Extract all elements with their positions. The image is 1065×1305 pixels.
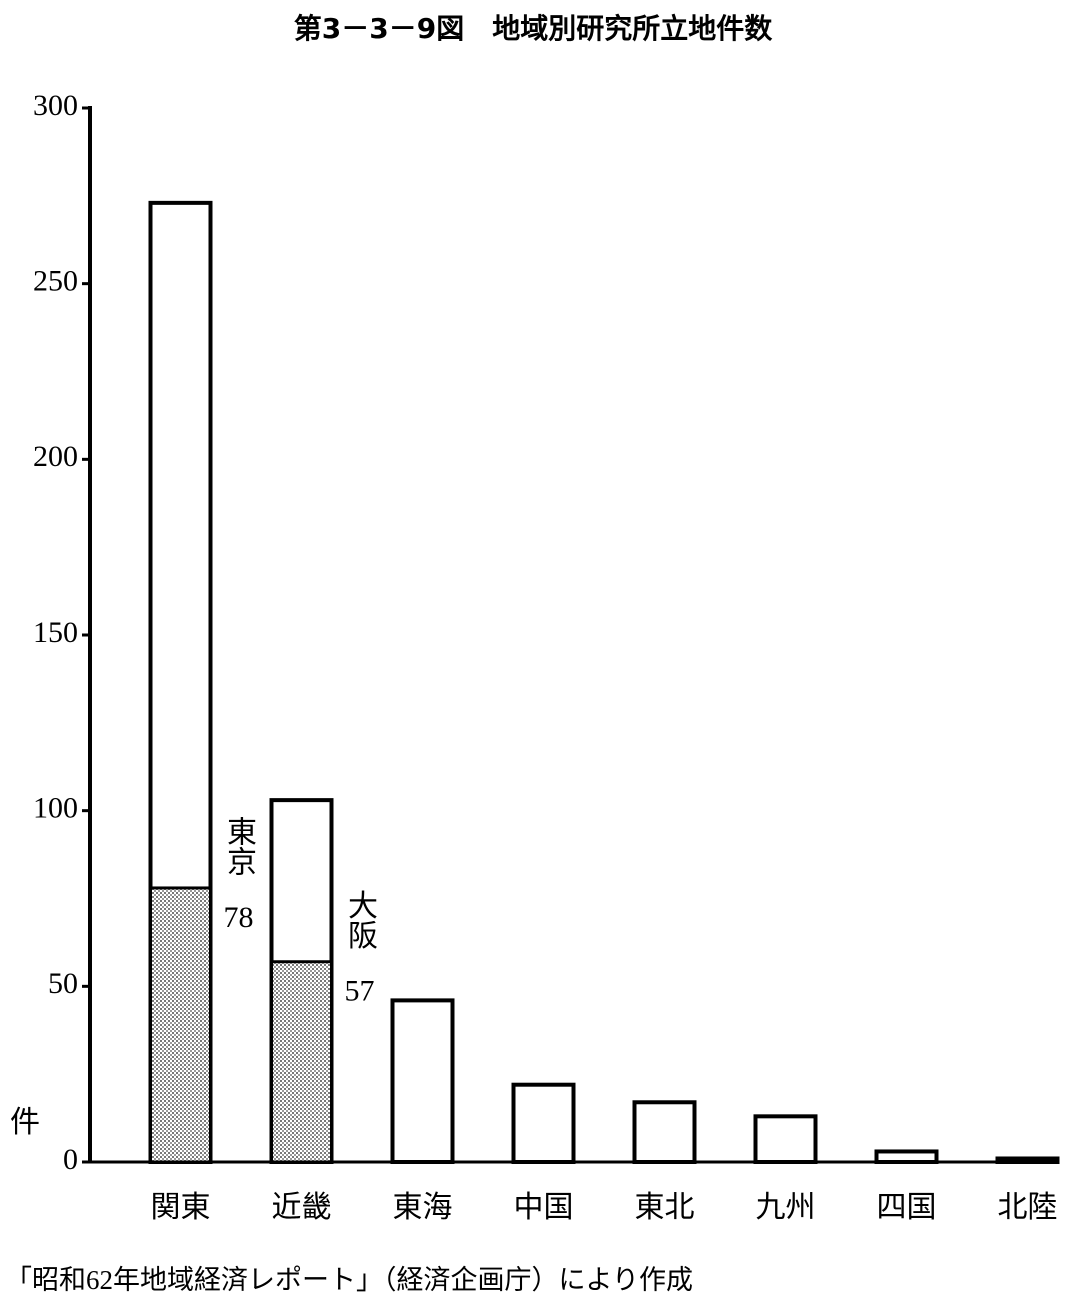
x-tick-label: 北陸 <box>998 1191 1058 1224</box>
x-tick-label: 東海 <box>393 1191 453 1224</box>
y-tick-label: 300 <box>33 89 78 122</box>
sub-bar <box>270 960 333 1164</box>
bar <box>874 1149 939 1164</box>
bar <box>511 1082 576 1164</box>
y-axis-label: 件 <box>10 1106 40 1139</box>
y-tick-label: 200 <box>33 440 78 473</box>
x-tick-label: 関東 <box>151 1191 211 1224</box>
x-tick-label: 四国 <box>877 1191 937 1224</box>
x-tick-label: 中国 <box>514 1191 574 1224</box>
bar <box>995 1156 1060 1165</box>
y-tick-label: 150 <box>33 616 78 649</box>
sub-bar-value: 78 <box>224 901 254 934</box>
bar <box>390 998 455 1164</box>
x-tick-label: 近畿 <box>272 1191 332 1224</box>
y-tick-label: 250 <box>33 265 78 298</box>
bar <box>632 1100 697 1164</box>
y-tick-label: 50 <box>48 967 78 1000</box>
sub-bar-name: 大阪 <box>343 890 377 950</box>
sub-bar-name: 東京 <box>222 816 256 876</box>
bar <box>753 1114 818 1164</box>
x-tick-label: 東北 <box>635 1191 695 1224</box>
chart-title: 第3－3－9図 地域別研究所立地件数 <box>294 12 773 45</box>
sub-bar-value: 57 <box>345 975 375 1008</box>
x-tick-label: 九州 <box>756 1191 816 1224</box>
source-note: 「昭和62年地域経済レポート」（経済企画庁）により作成 <box>5 1265 693 1295</box>
sub-bar <box>149 886 212 1164</box>
y-tick-label: 0 <box>63 1143 78 1176</box>
y-tick-label: 100 <box>33 792 78 825</box>
